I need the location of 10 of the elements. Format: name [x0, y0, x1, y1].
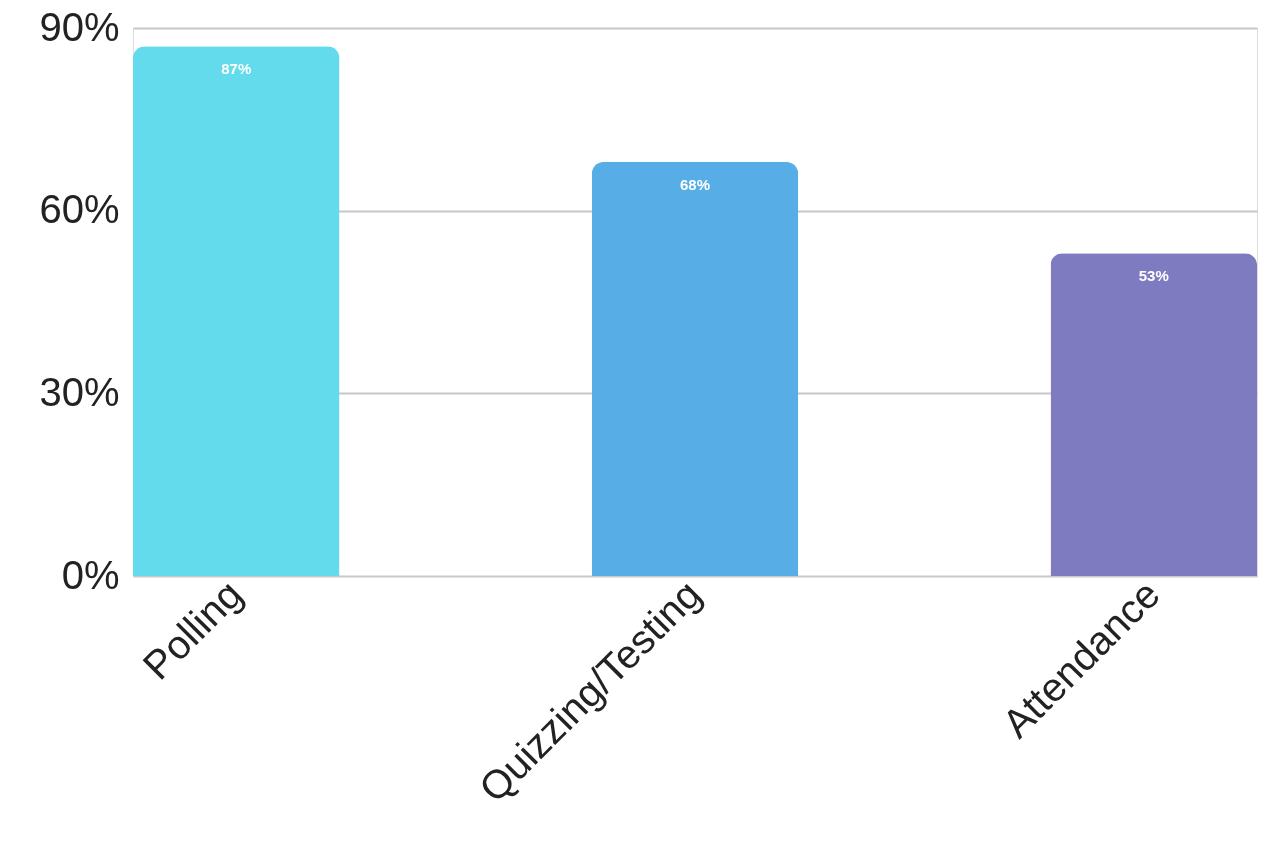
data-label: 53% [1138, 267, 1169, 285]
bar [1050, 253, 1257, 576]
data-label: 68% [679, 175, 711, 193]
y-tick-label: 60% [39, 187, 120, 232]
bar [591, 161, 799, 576]
y-tick-label: 90% [39, 4, 120, 49]
data-label: 87% [221, 60, 252, 78]
bar [133, 46, 340, 576]
y-tick-label: 30% [39, 369, 120, 414]
y-tick-label: 0% [61, 552, 120, 597]
